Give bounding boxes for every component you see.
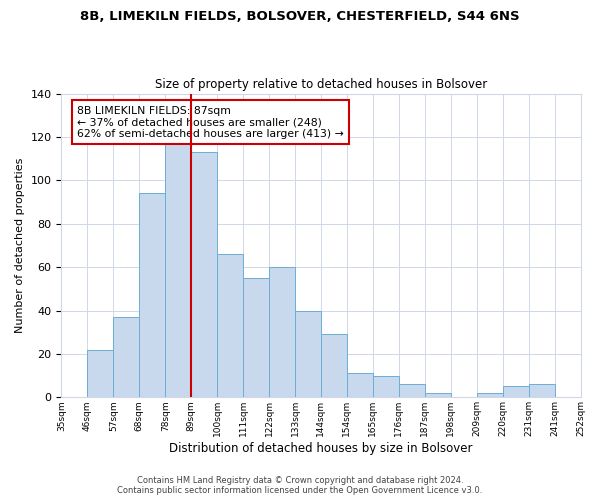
Bar: [476, 393, 503, 398]
Bar: [347, 374, 373, 398]
Text: 8B LIMEKILN FIELDS: 87sqm
← 37% of detached houses are smaller (248)
62% of semi: 8B LIMEKILN FIELDS: 87sqm ← 37% of detac…: [77, 106, 344, 139]
Bar: [269, 267, 295, 398]
Bar: [321, 334, 347, 398]
Bar: [165, 142, 191, 398]
Bar: [217, 254, 243, 398]
Bar: [503, 386, 529, 398]
Text: 8B, LIMEKILN FIELDS, BOLSOVER, CHESTERFIELD, S44 6NS: 8B, LIMEKILN FIELDS, BOLSOVER, CHESTERFI…: [80, 10, 520, 23]
Bar: [113, 317, 139, 398]
Y-axis label: Number of detached properties: Number of detached properties: [15, 158, 25, 333]
Bar: [191, 152, 217, 398]
Text: Contains HM Land Registry data © Crown copyright and database right 2024.
Contai: Contains HM Land Registry data © Crown c…: [118, 476, 482, 495]
Bar: [373, 376, 399, 398]
Bar: [295, 310, 321, 398]
Bar: [529, 384, 554, 398]
Bar: [425, 393, 451, 398]
Bar: [399, 384, 425, 398]
Title: Size of property relative to detached houses in Bolsover: Size of property relative to detached ho…: [155, 78, 487, 91]
Bar: [88, 350, 113, 398]
Bar: [139, 194, 165, 398]
Bar: [243, 278, 269, 398]
X-axis label: Distribution of detached houses by size in Bolsover: Distribution of detached houses by size …: [169, 442, 473, 455]
